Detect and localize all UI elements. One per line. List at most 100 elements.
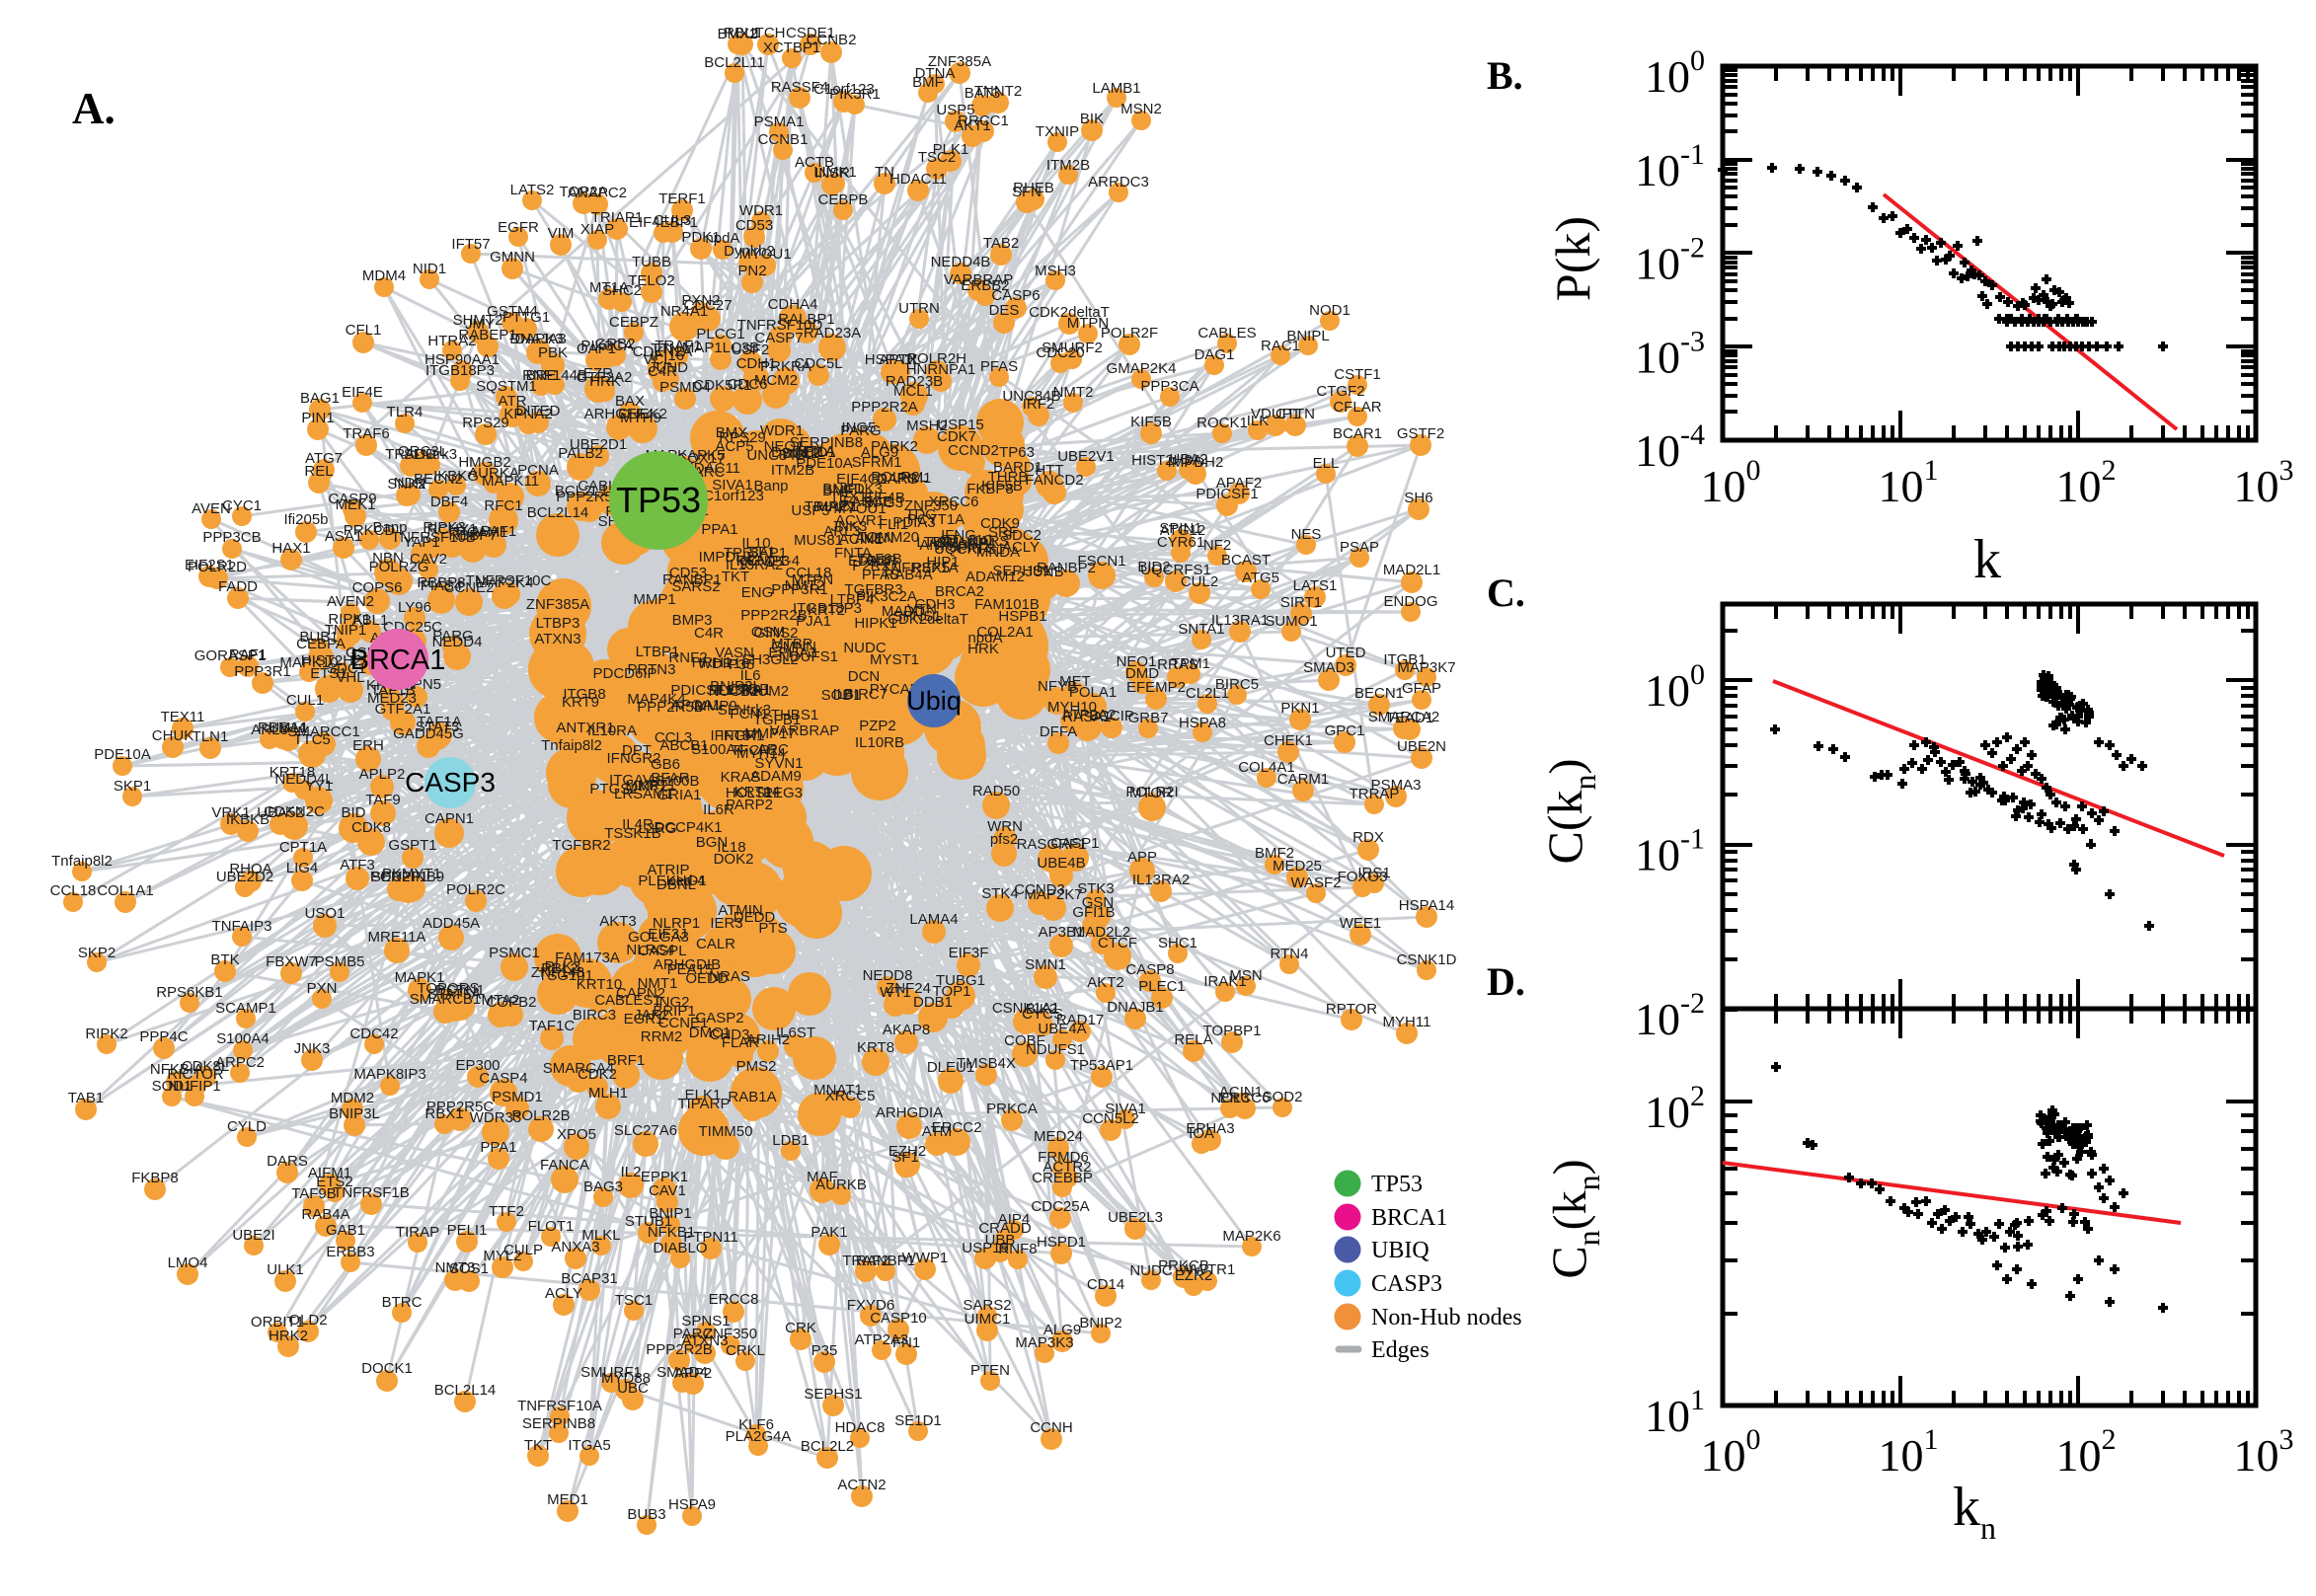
- svg-text:CDK8: CDK8: [351, 819, 391, 836]
- svg-text:CDC27: CDC27: [683, 297, 732, 314]
- svg-text:CDK3: CDK3: [843, 481, 883, 497]
- svg-text:BID: BID: [341, 804, 365, 821]
- svg-text:USF2: USF2: [732, 342, 769, 358]
- svg-text:ATF3: ATF3: [340, 857, 375, 874]
- svg-text:BARD1: BARD1: [993, 459, 1042, 476]
- svg-text:PEX5: PEX5: [912, 560, 950, 576]
- svg-text:RAC1: RAC1: [1261, 338, 1300, 354]
- svg-text:EZR2: EZR2: [1175, 1267, 1212, 1284]
- svg-text:CAV1: CAV1: [649, 1182, 686, 1199]
- svg-text:UNC84B: UNC84B: [1002, 388, 1060, 405]
- svg-text:Non-Hub nodes: Non-Hub nodes: [1371, 1305, 1522, 1330]
- svg-text:GSTF2: GSTF2: [1397, 425, 1444, 442]
- svg-text:HTRA2: HTRA2: [427, 333, 476, 349]
- svg-text:PIK3CA: PIK3CA: [580, 338, 633, 354]
- svg-text:CDC20: CDC20: [1036, 344, 1084, 361]
- svg-text:HSPB1: HSPB1: [998, 608, 1046, 625]
- svg-text:SMARCA4: SMARCA4: [543, 1060, 615, 1077]
- svg-text:CYLD: CYLD: [227, 1118, 267, 1135]
- svg-text:CARM1: CARM1: [1277, 771, 1330, 788]
- svg-text:UQCRFS1: UQCRFS1: [934, 541, 1005, 558]
- svg-text:TSSK1B: TSSK1B: [604, 825, 661, 842]
- svg-text:102: 102: [2056, 454, 2117, 511]
- svg-text:TEX11: TEX11: [161, 709, 205, 725]
- svg-text:MTPN: MTPN: [792, 571, 834, 588]
- svg-text:PXN: PXN: [307, 980, 338, 997]
- svg-text:TTF2: TTF2: [489, 1203, 524, 1220]
- svg-text:TRIAP1: TRIAP1: [591, 209, 644, 226]
- svg-text:TELO2: TELO2: [628, 272, 675, 289]
- svg-text:PSMC1: PSMC1: [489, 945, 540, 961]
- svg-text:SARS2: SARS2: [671, 578, 720, 595]
- svg-text:CASP6: CASP6: [991, 287, 1040, 304]
- svg-text:CTTN: CTTN: [1275, 406, 1315, 422]
- svg-text:POLR2G: POLR2G: [369, 559, 429, 575]
- svg-text:GMNN: GMNN: [771, 639, 816, 655]
- svg-text:IFT57: IFT57: [720, 727, 758, 744]
- svg-text:ITM2B: ITM2B: [771, 462, 814, 479]
- svg-text:ORC3L: ORC3L: [398, 443, 447, 460]
- svg-text:LIMK1: LIMK1: [813, 164, 856, 181]
- svg-text:RAF1: RAF1: [229, 646, 267, 663]
- svg-text:SPNS1: SPNS1: [681, 1313, 730, 1330]
- svg-text:C4R: C4R: [694, 625, 724, 642]
- svg-text:ARHGDIA: ARHGDIA: [876, 1104, 943, 1121]
- svg-text:CCL3: CCL3: [655, 729, 692, 746]
- svg-text:TP53: TP53: [1371, 1172, 1423, 1197]
- svg-text:BNIP3L: BNIP3L: [710, 678, 761, 695]
- svg-text:RBBP7: RBBP7: [448, 527, 497, 544]
- svg-text:NEO1: NEO1: [764, 438, 805, 455]
- svg-text:MNAT1: MNAT1: [813, 1082, 863, 1099]
- svg-text:C1orf123: C1orf123: [703, 488, 764, 504]
- svg-text:CDH1: CDH1: [736, 355, 777, 372]
- svg-text:ADAM12: ADAM12: [965, 569, 1025, 585]
- svg-text:TRRAP: TRRAP: [1350, 786, 1400, 802]
- svg-text:RAD23B: RAD23B: [886, 373, 943, 390]
- svg-text:AKAP8: AKAP8: [883, 1022, 930, 1038]
- svg-text:RAB4A: RAB4A: [301, 1206, 349, 1223]
- svg-text:SKP2: SKP2: [78, 945, 116, 961]
- svg-text:ERBB2: ERBB2: [961, 277, 1009, 294]
- svg-text:POLR2D: POLR2D: [188, 559, 247, 575]
- svg-text:ATP2A3: ATP2A3: [855, 1331, 909, 1348]
- svg-text:ATM: ATM: [922, 1123, 953, 1140]
- svg-text:BMX: BMX: [716, 424, 748, 441]
- svg-text:TOPBP1: TOPBP1: [1203, 1023, 1262, 1039]
- svg-text:PDICSF1: PDICSF1: [1196, 486, 1258, 502]
- svg-text:ACIN1: ACIN1: [1219, 1084, 1263, 1101]
- svg-text:RABEP1: RABEP1: [458, 327, 516, 343]
- svg-text:CCL18: CCL18: [50, 882, 97, 899]
- svg-text:ZNF350: ZNF350: [704, 1326, 757, 1342]
- svg-text:CASP9: CASP9: [328, 491, 376, 507]
- svg-text:CHD3: CHD3: [710, 1026, 750, 1043]
- svg-text:IKBKG: IKBKG: [433, 468, 479, 485]
- svg-text:VARBRAP: VARBRAP: [944, 271, 1014, 288]
- svg-text:BIK: BIK: [1080, 111, 1104, 127]
- svg-text:KPNA2: KPNA2: [503, 406, 552, 422]
- svg-text:KCNIP3: KCNIP3: [736, 553, 790, 570]
- svg-text:SMARCC1: SMARCC1: [287, 723, 359, 740]
- svg-text:GOLGA3: GOLGA3: [628, 929, 689, 946]
- svg-text:SH3GL2: SH3GL2: [741, 651, 799, 668]
- svg-text:C.: C.: [1487, 570, 1525, 615]
- svg-text:UBB: UBB: [985, 1232, 1016, 1249]
- svg-text:RTN4: RTN4: [1271, 946, 1309, 962]
- svg-text:CULP: CULP: [503, 1242, 543, 1258]
- svg-text:CASP3: CASP3: [1371, 1271, 1442, 1297]
- svg-text:ACLY: ACLY: [545, 1285, 582, 1302]
- svg-text:ALG9: ALG9: [1043, 1322, 1081, 1338]
- svg-text:CPT1A: CPT1A: [279, 839, 327, 856]
- svg-text:TSC2: TSC2: [918, 149, 956, 166]
- svg-text:ERH: ERH: [352, 737, 384, 754]
- svg-text:SF1: SF1: [891, 1149, 919, 1166]
- svg-text:WDR16: WDR16: [698, 655, 750, 672]
- svg-text:ARRDC3: ARRDC3: [1088, 174, 1149, 190]
- svg-text:UBIQ: UBIQ: [1371, 1238, 1429, 1263]
- svg-text:PN2: PN2: [737, 263, 766, 279]
- svg-text:KRT14: KRT14: [734, 784, 780, 800]
- svg-text:PTPN11: PTPN11: [683, 1229, 738, 1246]
- svg-text:NLRC4: NLRC4: [626, 942, 674, 958]
- svg-text:LATS2: LATS2: [510, 182, 555, 198]
- svg-text:CSNK1D: CSNK1D: [1397, 951, 1457, 968]
- svg-text:BRE: BRE: [526, 367, 557, 384]
